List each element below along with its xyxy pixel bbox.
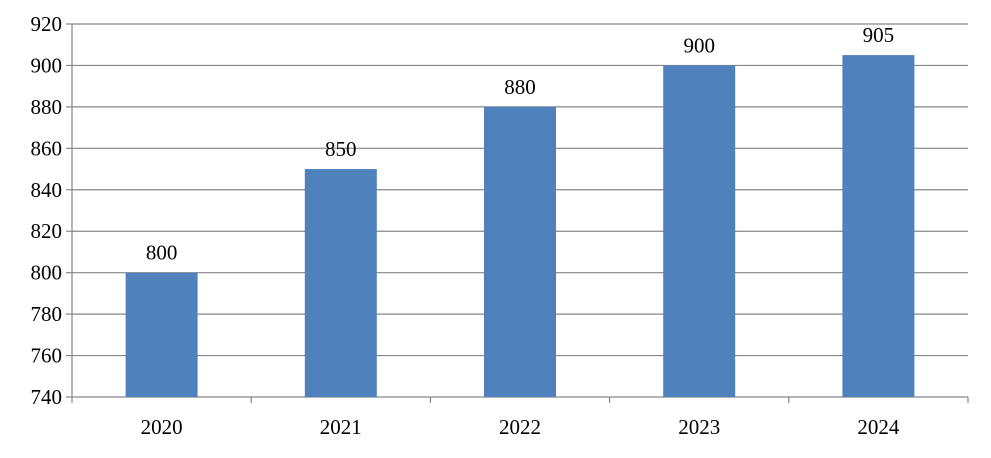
data-label: 800 xyxy=(146,241,178,265)
y-tick-label: 800 xyxy=(31,261,63,285)
bar-2020 xyxy=(125,272,198,397)
bar-2021 xyxy=(304,169,377,397)
data-label: 880 xyxy=(504,75,536,99)
labels: 740 760 780 800 820 840 860 880 900 920 800 2020 850… xyxy=(31,12,900,439)
x-tick-label: 2020 xyxy=(141,415,183,439)
x-tick-label: 2024 xyxy=(857,415,900,439)
data-label: 905 xyxy=(863,23,895,47)
bars xyxy=(125,55,915,397)
x-tick-label: 2022 xyxy=(499,415,541,439)
data-label: 900 xyxy=(683,33,715,57)
y-tick-label: 840 xyxy=(31,178,63,202)
y-tick-label: 820 xyxy=(31,219,63,243)
y-tick-label: 740 xyxy=(31,385,63,409)
x-tick-label: 2023 xyxy=(678,415,720,439)
y-tick-label: 760 xyxy=(31,344,63,368)
x-tick-label: 2021 xyxy=(320,415,362,439)
bar-2023 xyxy=(663,65,736,397)
y-tick-label: 920 xyxy=(31,12,63,36)
y-tick-label: 880 xyxy=(31,95,63,119)
data-label: 850 xyxy=(325,137,357,161)
bar-2024 xyxy=(842,55,915,397)
y-tick-label: 860 xyxy=(31,136,63,160)
y-tick-label: 900 xyxy=(31,53,63,77)
y-tick-label: 780 xyxy=(31,302,63,326)
bar-2022 xyxy=(484,106,556,397)
